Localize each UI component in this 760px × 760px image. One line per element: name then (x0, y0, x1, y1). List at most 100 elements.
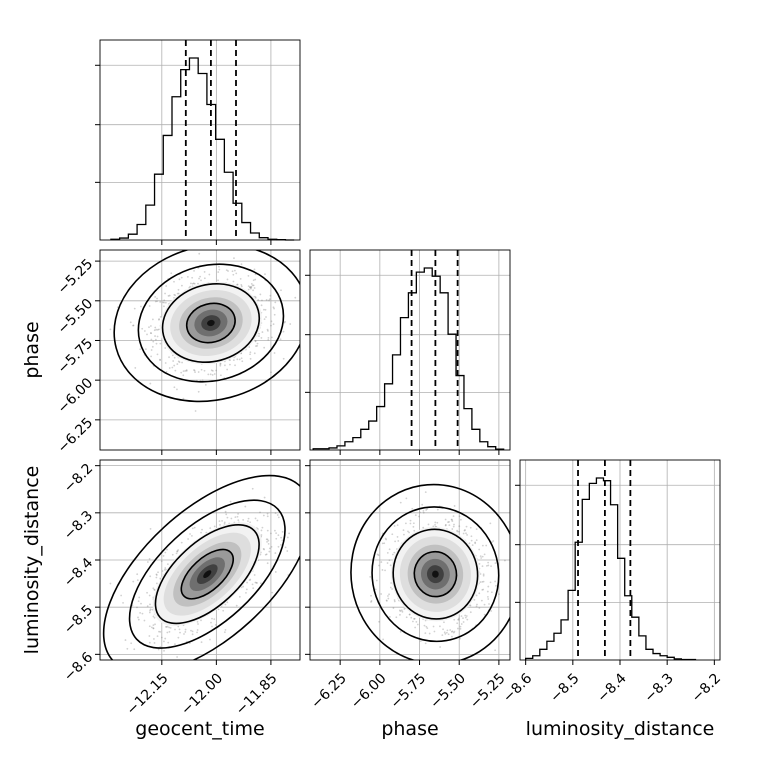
joint-phase-vs-luminosity-distance-sample-point (479, 573, 482, 575)
joint-phase-vs-luminosity-distance-sample-point (448, 521, 450, 523)
joint-geocent-time-vs-phase-sample-point (219, 364, 222, 367)
joint-geocent-time-vs-phase-sample-point (154, 335, 156, 337)
joint-geocent-time-vs-phase-sample-point (176, 363, 179, 365)
y-tick-label-luminosity-distance: −8.3 (61, 508, 96, 543)
joint-phase-vs-luminosity-distance-contour (350, 483, 510, 660)
joint-geocent-time-vs-phase-density-band (207, 319, 215, 327)
joint-phase-vs-luminosity-distance-sample-point (465, 532, 467, 535)
joint-geocent-time-vs-phase-sample-point (217, 279, 219, 282)
joint-phase-vs-luminosity-distance-sample-point (466, 534, 468, 536)
joint-phase-vs-luminosity-distance-sample-point (453, 505, 456, 507)
joint-geocent-time-vs-phase-sample-point (263, 308, 265, 311)
joint-geocent-time-vs-luminosity-distance-sample-point (201, 528, 203, 531)
joint-phase-vs-luminosity-distance-sample-point (451, 518, 453, 521)
joint-geocent-time-vs-luminosity-distance-sample-point (267, 542, 270, 545)
joint-phase-vs-luminosity-distance-sample-point (396, 536, 399, 538)
joint-phase-vs-luminosity-distance-sample-point (370, 600, 373, 602)
joint-geocent-time-vs-phase-sample-point (186, 275, 189, 278)
joint-geocent-time-vs-luminosity-distance-sample-point (247, 517, 250, 520)
joint-phase-vs-luminosity-distance-sample-point (439, 646, 442, 648)
joint-phase-vs-luminosity-distance-sample-point (459, 625, 462, 628)
joint-geocent-time-vs-phase-sample-point (158, 318, 160, 320)
joint-geocent-time-vs-phase-sample-point (149, 382, 152, 385)
joint-phase-vs-luminosity-distance-sample-point (404, 522, 407, 525)
joint-geocent-time-vs-luminosity-distance-sample-point (193, 526, 196, 529)
joint-geocent-time-vs-phase-sample-point (159, 315, 162, 318)
joint-phase-vs-luminosity-distance-sample-point (488, 603, 490, 605)
joint-phase-vs-luminosity-distance-sample-point (434, 521, 437, 524)
y-tick-label-luminosity-distance: −8.5 (61, 602, 96, 637)
joint-phase-vs-luminosity-distance-sample-point (433, 630, 436, 633)
x-axis-label-luminosity-distance: luminosity_distance (526, 718, 715, 740)
joint-phase-vs-luminosity-distance-sample-point (392, 607, 395, 609)
joint-geocent-time-vs-phase-sample-point (250, 282, 253, 285)
joint-phase-vs-luminosity-distance-sample-point (384, 537, 387, 540)
joint-phase-vs-luminosity-distance-sample-point (481, 544, 484, 547)
joint-phase-vs-luminosity-distance-sample-point (457, 618, 459, 621)
joint-geocent-time-vs-phase-sample-point (226, 278, 229, 281)
joint-geocent-time-vs-phase-sample-point (217, 271, 220, 273)
x-tick-label-phase: −5.75 (388, 670, 430, 712)
joint-geocent-time-vs-luminosity-distance-sample-point (165, 625, 167, 628)
joint-geocent-time-vs-phase-sample-point (233, 269, 236, 272)
joint-geocent-time-vs-luminosity-distance-sample-point (238, 595, 241, 598)
joint-phase-vs-luminosity-distance-sample-point (403, 533, 405, 536)
joint-geocent-time-vs-phase-sample-point (251, 284, 254, 287)
joint-geocent-time-vs-phase-sample-point (156, 335, 159, 338)
joint-phase-vs-luminosity-distance-sample-point (478, 562, 481, 565)
joint-phase-vs-luminosity-distance-sample-point (475, 539, 478, 542)
joint-phase-vs-luminosity-distance-sample-point (456, 530, 459, 533)
joint-geocent-time-vs-luminosity-distance-sample-point (155, 573, 158, 576)
joint-phase-vs-luminosity-distance-sample-point (413, 617, 416, 620)
joint-phase-vs-luminosity-distance-sample-point (487, 595, 489, 598)
joint-phase-vs-luminosity-distance-sample-point (476, 603, 478, 606)
joint-phase-vs-luminosity-distance-sample-point (393, 599, 396, 601)
joint-geocent-time-vs-luminosity-distance-density-band (203, 570, 212, 579)
joint-phase-vs-luminosity-distance-sample-point (424, 491, 427, 494)
joint-geocent-time-vs-luminosity-distance-sample-point (221, 519, 223, 522)
joint-phase-vs-luminosity-distance-sample-point (486, 590, 489, 593)
joint-phase-vs-luminosity-distance-sample-point (446, 629, 449, 632)
joint-phase-vs-luminosity-distance-sample-point (451, 635, 453, 638)
joint-geocent-time-vs-luminosity-distance-sample-point (260, 582, 262, 585)
hist-geocent-time-frame (99, 39, 301, 241)
joint-geocent-time-vs-phase-contour (185, 302, 236, 344)
joint-phase-vs-luminosity-distance-sample-point (457, 618, 460, 621)
joint-phase-vs-luminosity-distance-sample-point (482, 588, 485, 591)
joint-geocent-time-vs-luminosity-distance-sample-point (163, 569, 166, 571)
joint-geocent-time-vs-luminosity-distance-sample-point (288, 532, 291, 535)
joint-phase-vs-luminosity-distance-sample-point (393, 551, 396, 554)
joint-geocent-time-vs-luminosity-distance-sample-point (152, 587, 155, 590)
joint-geocent-time-vs-luminosity-distance-sample-point (176, 550, 179, 553)
joint-phase-vs-luminosity-distance-sample-point (456, 627, 459, 630)
joint-phase-vs-luminosity-distance-sample-point (399, 630, 402, 633)
joint-geocent-time-vs-luminosity-distance-sample-point (247, 520, 249, 523)
joint-geocent-time-vs-luminosity-distance-sample-point (167, 641, 170, 644)
joint-geocent-time-vs-phase-sample-point (197, 390, 200, 393)
joint-phase-vs-luminosity-distance-sample-point (452, 631, 455, 634)
joint-geocent-time-vs-phase-sample-point (236, 283, 239, 286)
joint-geocent-time-vs-phase-sample-point (189, 285, 192, 288)
joint-geocent-time-vs-phase-sample-point (199, 379, 202, 382)
joint-geocent-time-vs-phase-sample-point (263, 346, 266, 349)
joint-geocent-time-vs-luminosity-distance-sample-point (152, 627, 155, 629)
joint-geocent-time-vs-phase-sample-point (203, 277, 206, 280)
joint-geocent-time-vs-luminosity-distance-sample-point (270, 545, 273, 548)
joint-geocent-time-vs-phase-sample-point (173, 293, 176, 296)
joint-geocent-time-vs-phase-sample-point (152, 340, 155, 343)
joint-phase-vs-luminosity-distance-sample-point (385, 599, 388, 602)
joint-geocent-time-vs-phase-sample-point (134, 367, 137, 369)
joint-geocent-time-vs-luminosity-distance-sample-point (155, 574, 158, 576)
joint-geocent-time-vs-luminosity-distance-sample-point (166, 563, 169, 566)
joint-geocent-time-vs-phase-sample-point (177, 288, 180, 291)
joint-geocent-time-vs-phase-sample-point (172, 360, 175, 362)
joint-geocent-time-vs-phase-sample-point (159, 358, 161, 361)
hist-geocent-time-step (110, 57, 295, 241)
joint-geocent-time-vs-luminosity-distance-sample-point (274, 529, 276, 532)
joint-phase-vs-luminosity-distance-sample-point (391, 553, 394, 556)
joint-geocent-time-vs-luminosity-distance-sample-point (260, 534, 263, 536)
joint-geocent-time-vs-phase-sample-point (182, 397, 185, 400)
joint-geocent-time-vs-phase-sample-point (238, 358, 241, 361)
joint-phase-vs-luminosity-distance-sample-point (397, 540, 400, 542)
joint-phase-vs-luminosity-distance-sample-point (391, 588, 394, 590)
